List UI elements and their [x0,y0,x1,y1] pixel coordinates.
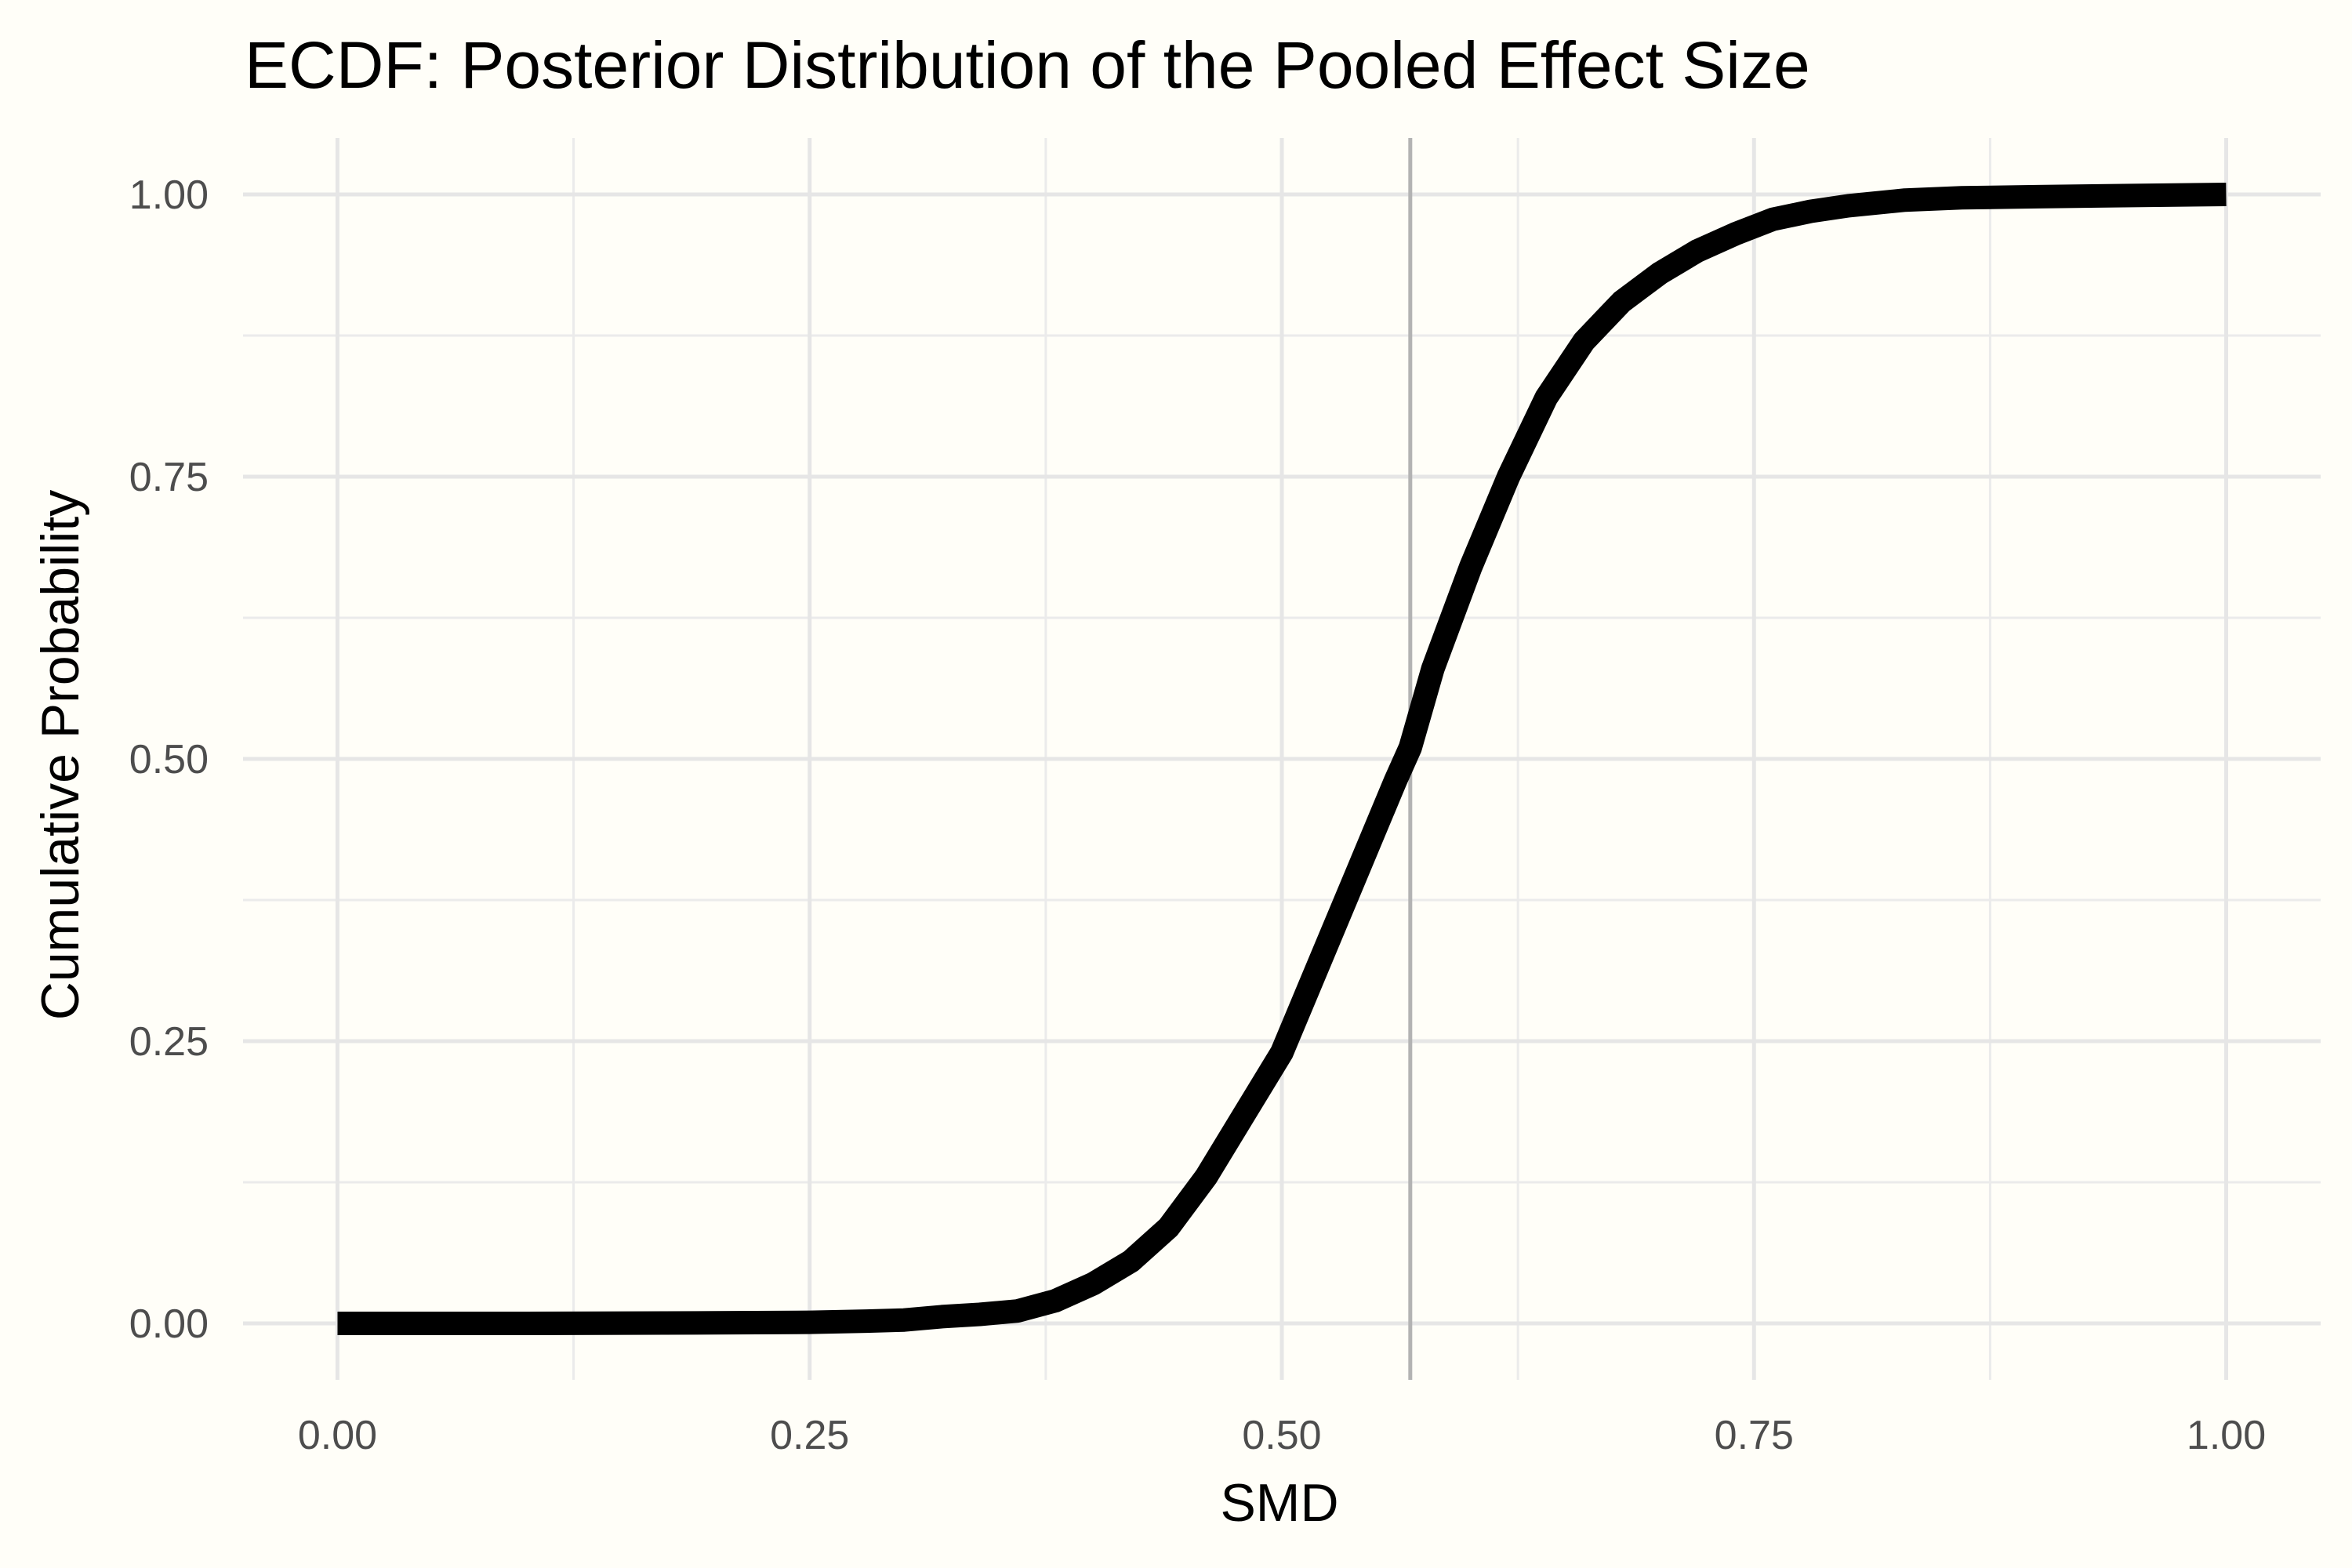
y-tick-label: 0.25 [129,1019,209,1065]
x-tick-label: 0.75 [1715,1413,1794,1458]
y-tick-label: 0.50 [129,737,209,782]
y-axis-title: Cumulative Probability [31,490,90,1021]
x-axis-title: SMD [1220,1473,1338,1533]
x-tick-label: 0.00 [298,1413,377,1458]
chart-title: ECDF: Posterior Distribution of the Pool… [245,28,1810,102]
ecdf-series-line [337,183,2227,1335]
x-tick-label: 0.50 [1242,1413,1321,1458]
x-tick-label: 1.00 [2187,1413,2266,1458]
y-axis-ticks: 0.00 0.25 0.50 0.75 1.00 [129,172,209,1347]
y-tick-label: 1.00 [129,172,209,218]
y-tick-label: 0.00 [129,1301,209,1347]
x-axis-ticks: 0.00 0.25 0.50 0.75 1.00 [298,1413,2266,1458]
y-tick-label: 0.75 [129,455,209,500]
x-tick-label: 0.25 [770,1413,849,1458]
